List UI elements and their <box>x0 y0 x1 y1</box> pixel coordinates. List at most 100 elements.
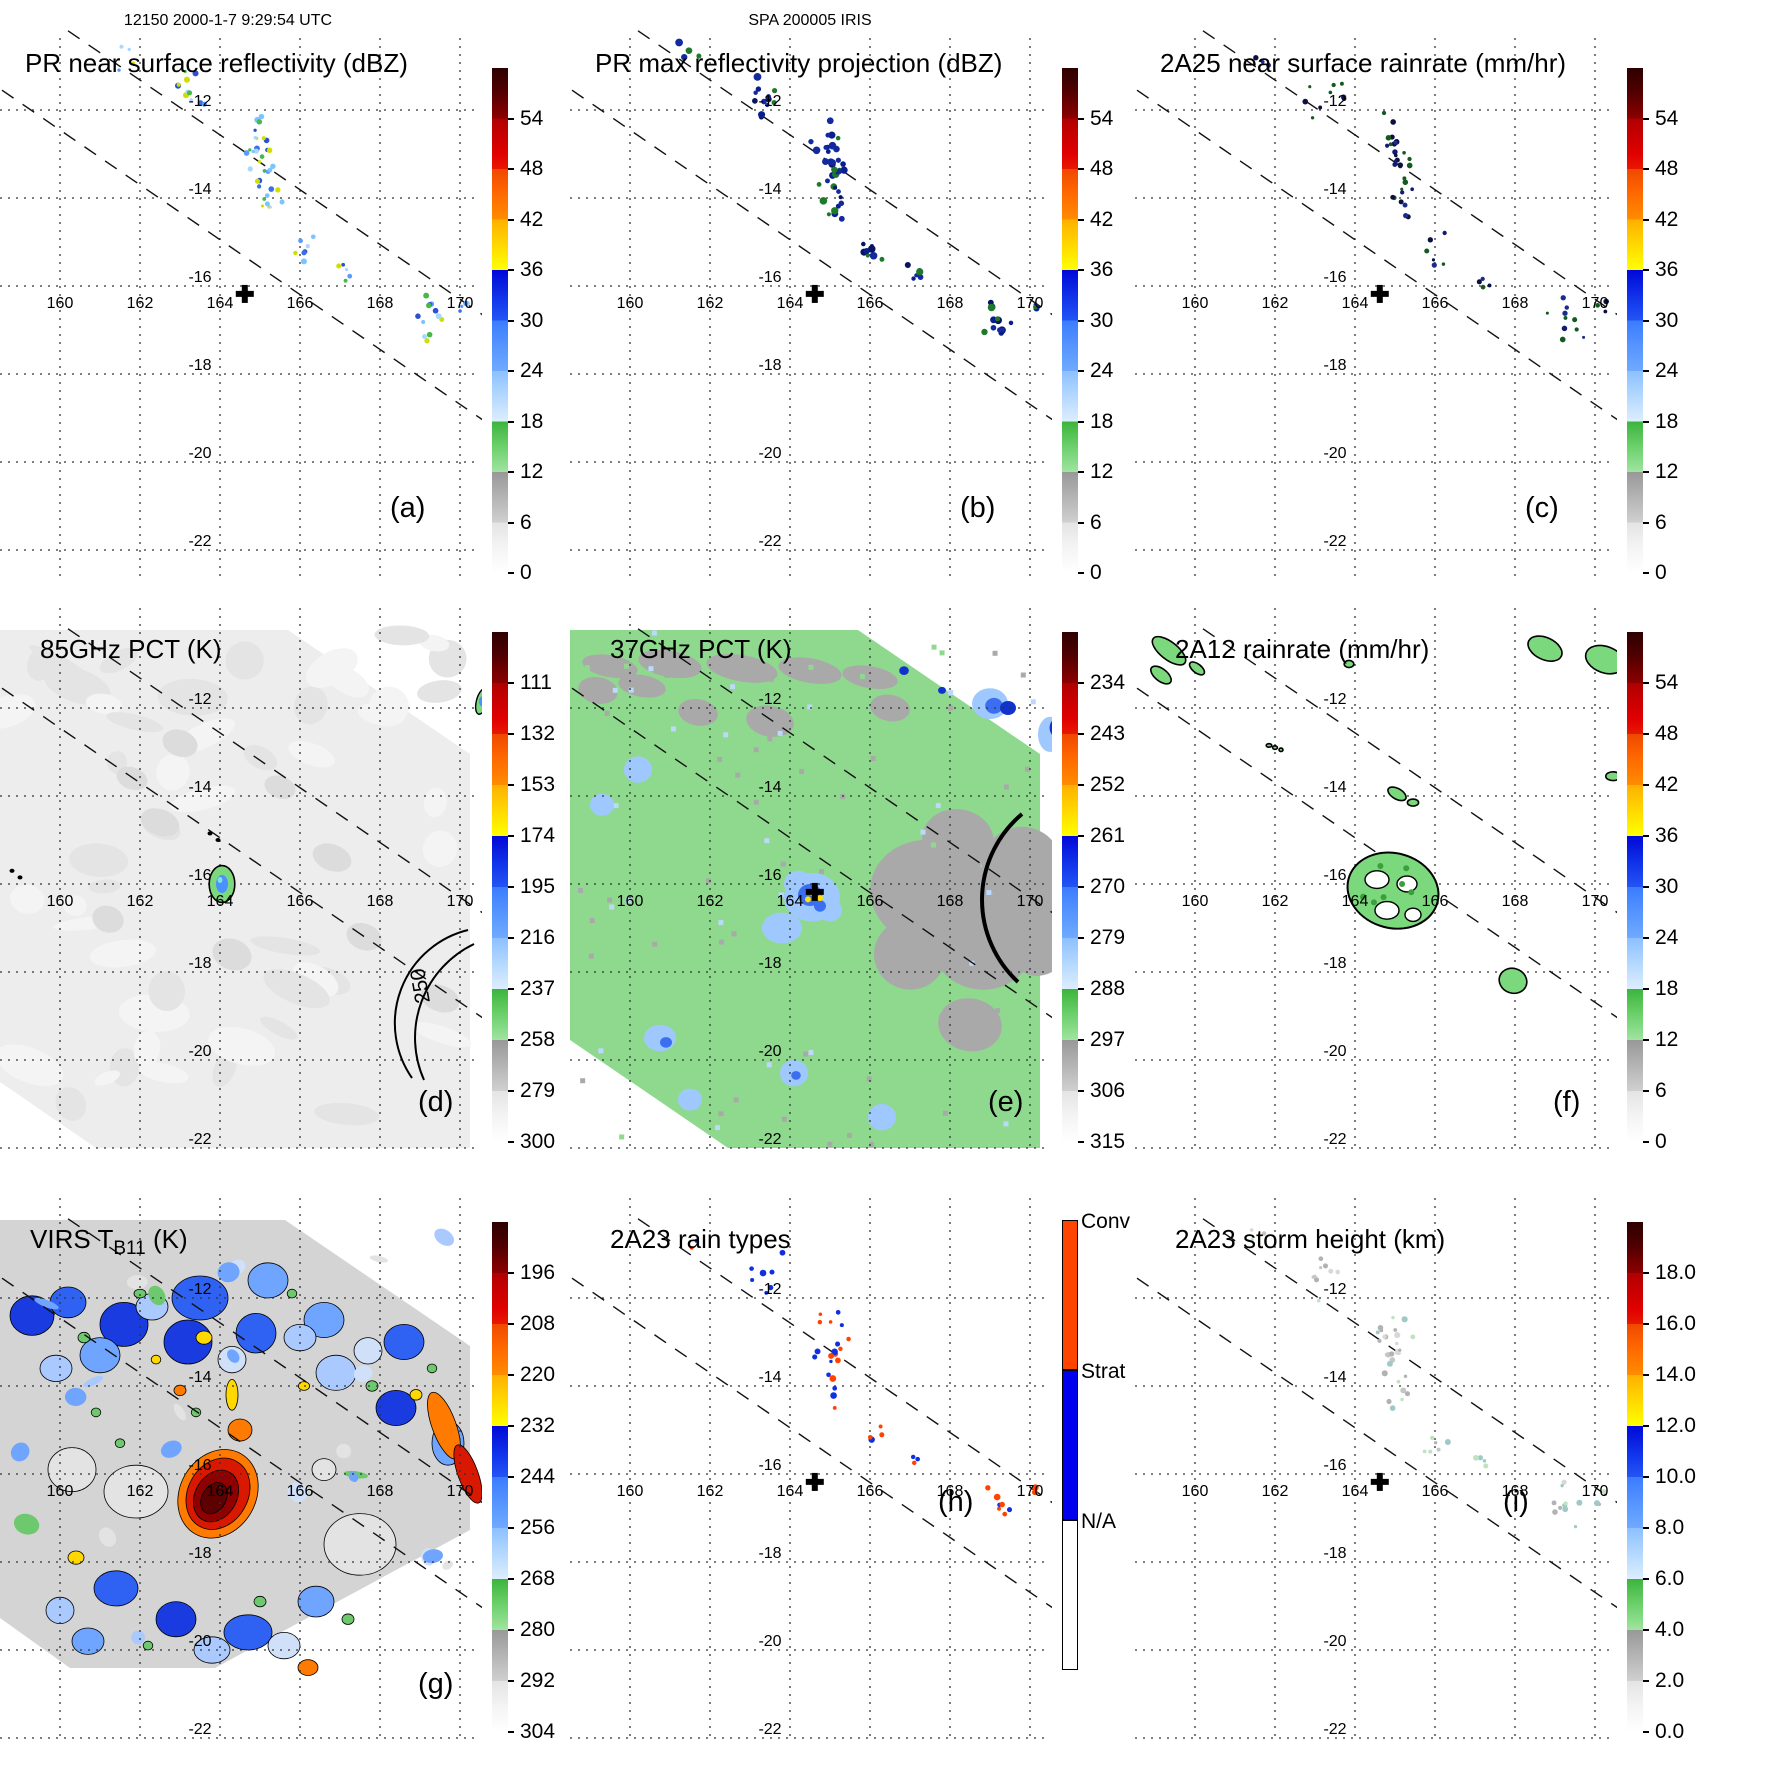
lon-label: 164 <box>207 295 234 312</box>
colorbar-tickmark <box>1078 733 1084 735</box>
lat-label: -20 <box>188 1043 211 1060</box>
colorbar-tick-label: 4.0 <box>1655 1618 1685 1641</box>
lon-label: 160 <box>617 1483 644 1500</box>
colorbar-tick-label: 292 <box>520 1669 556 1692</box>
lon-label: 170 <box>447 893 474 910</box>
lat-label: -20 <box>1323 1043 1346 1060</box>
swath-edge-upper <box>67 1218 482 1504</box>
lon-label: 162 <box>127 1483 154 1500</box>
colorbar-tick-label: 0 <box>1655 561 1667 584</box>
colorbar-tickmark <box>1643 784 1649 786</box>
header-site: SPA 200005 IRIS <box>748 12 872 29</box>
lat-label: -18 <box>1323 1545 1346 1562</box>
lat-label: -16 <box>1323 1457 1346 1474</box>
lat-label: -16 <box>758 1457 781 1474</box>
colorbar-tickmark <box>1643 319 1649 322</box>
colorbar-tick-label: 280 <box>520 1618 556 1641</box>
colorbar-tickmark <box>1078 988 1084 990</box>
colorbar-c <box>1627 68 1643 573</box>
lat-label: -16 <box>188 269 211 286</box>
map-b: 160 162 164 166 168 170 -12 -14 -16 -18 -20 -22 <box>570 30 1052 582</box>
lat-label: -12 <box>758 1281 781 1298</box>
colorbar-tickmark <box>1078 168 1084 170</box>
colorbar-tickmark <box>1078 1141 1084 1143</box>
map-h: 160 162 164 166 168 170 -12 -14 -16 -18 -20 -22 <box>570 1198 1052 1742</box>
swath-edge-upper <box>67 628 482 914</box>
colorbar-tickmark <box>1643 886 1649 888</box>
colorbar-tickmark <box>1643 1039 1649 1041</box>
colorbar-tick-label: 24 <box>520 359 544 382</box>
lon-label: 160 <box>47 295 74 312</box>
colorbar-tick-label: 6.0 <box>1655 1567 1685 1590</box>
colorbar-tickmark <box>508 835 514 837</box>
lat-label: -18 <box>758 955 781 972</box>
colorbar-tickmark <box>1643 1090 1649 1092</box>
colorbar-tickmark <box>508 682 514 684</box>
colorbar-tick-label: 208 <box>520 1312 556 1335</box>
colorbar-tick-label: 48 <box>1090 157 1114 180</box>
lon-label: 168 <box>937 295 964 312</box>
colorbar-tick-label: 270 <box>1090 875 1126 898</box>
lon-label: 168 <box>1502 295 1529 312</box>
lat-label: -14 <box>758 1369 781 1386</box>
colorbar-tick-label: 279 <box>1090 926 1126 949</box>
colorbar-tick-label: 216 <box>520 926 556 949</box>
lon-label: 162 <box>697 893 724 910</box>
swath-edge-upper <box>1202 1218 1617 1504</box>
panel-title-c: 2A25 near surface rainrate (mm/hr) <box>1160 48 1567 78</box>
colorbar-tick-label: 16.0 <box>1655 1312 1696 1335</box>
panel-title-h: 2A23 rain types <box>610 1224 791 1254</box>
panel-letter-b: (b) <box>960 492 996 524</box>
colorbar-tick-label: 42 <box>520 207 544 231</box>
raintype-label-Strat: Strat <box>1081 1360 1126 1383</box>
panel-letter-a: (a) <box>390 492 426 524</box>
lat-label: -22 <box>188 1131 211 1148</box>
lat-label: -12 <box>1323 1281 1346 1298</box>
storm-center-cross <box>235 284 254 303</box>
colorbar-tickmark <box>1643 572 1649 574</box>
colorbar-f <box>1627 632 1643 1142</box>
colorbar-tick-label: 48 <box>1655 722 1679 745</box>
colorbar-tick-label: 12 <box>1655 1028 1679 1051</box>
lon-label: 166 <box>287 295 314 312</box>
panel-e: 160 162 164 166 168 170 -12 -14 -16 -18 -20 -22 37GH… <box>570 600 1150 1175</box>
panel-g: 160 162 164 166 168 170 -12 -14 -16 -18 -20 -22 VIRS… <box>0 1190 580 1765</box>
lat-label: -16 <box>1323 269 1346 286</box>
colorbar-tickmark <box>508 521 514 524</box>
raintype-segment-N/A <box>1062 1520 1078 1670</box>
panel-i: 160 162 164 166 168 170 -12 -14 -16 -18 -20 -22 2A23… <box>1135 1190 1715 1765</box>
lat-label: -18 <box>188 357 211 374</box>
colorbar-tickmark <box>1643 1578 1649 1580</box>
colorbar-tick-label: 36 <box>520 258 544 281</box>
storm-center-cross <box>805 284 824 303</box>
storm-center-cross <box>1370 1472 1389 1491</box>
colorbar-tick-label: 30 <box>520 308 544 332</box>
colorbar-i <box>1627 1222 1643 1732</box>
lat-label: -20 <box>188 1633 211 1650</box>
lat-label: -12 <box>188 691 211 708</box>
colorbar-tick-label: 48 <box>1655 157 1679 180</box>
lat-label: -12 <box>188 93 211 110</box>
colorbar-tickmark <box>1078 319 1084 322</box>
colorbar-tick-label: 18.0 <box>1655 1261 1696 1284</box>
colorbar-tickmark <box>508 1141 514 1143</box>
colorbar-tickmark <box>1643 117 1649 120</box>
map-a: 160 162 164 166 168 170 -12 -14 -16 -18 -20 -22 <box>0 30 482 582</box>
lon-label: 160 <box>47 893 74 910</box>
lon-label: 166 <box>1422 1483 1449 1500</box>
lon-label: 170 <box>1017 1483 1044 1500</box>
colorbar-tickmark <box>1078 835 1084 837</box>
lat-label: -18 <box>188 1545 211 1562</box>
lon-label: 162 <box>1262 893 1289 910</box>
lon-label: 162 <box>697 1483 724 1500</box>
colorbar-tickmark <box>508 269 514 271</box>
lon-label: 164 <box>1342 1483 1369 1500</box>
colorbar-tick-label: 306 <box>1090 1079 1126 1102</box>
raintype-label-N/A: N/A <box>1081 1510 1117 1533</box>
panel-letter-d: (d) <box>418 1086 454 1118</box>
swath-edge-upper <box>67 30 482 316</box>
panel-title-f: 2A12 rainrate (mm/hr) <box>1175 634 1430 664</box>
lon-label: 168 <box>367 295 394 312</box>
colorbar-tick-label: 132 <box>520 722 556 745</box>
